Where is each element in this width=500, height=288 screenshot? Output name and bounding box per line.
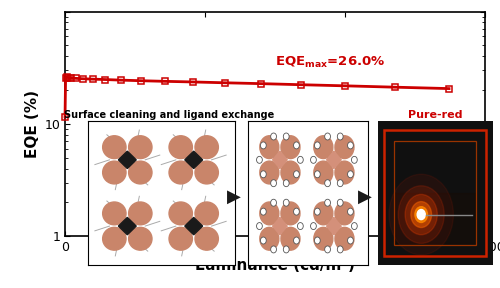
- Circle shape: [298, 156, 304, 163]
- Text: Surface cleaning and ligand exchange: Surface cleaning and ligand exchange: [64, 109, 274, 120]
- Text: ▶: ▶: [226, 188, 240, 206]
- Circle shape: [338, 133, 343, 140]
- Circle shape: [348, 171, 354, 178]
- Circle shape: [294, 208, 300, 215]
- Y-axis label: EQE (%): EQE (%): [25, 90, 40, 158]
- Circle shape: [102, 202, 126, 225]
- Circle shape: [260, 227, 279, 250]
- Circle shape: [314, 171, 320, 178]
- Circle shape: [281, 161, 300, 184]
- Text: ▶: ▶: [358, 188, 372, 206]
- Circle shape: [256, 223, 262, 230]
- Circle shape: [338, 246, 343, 253]
- Circle shape: [128, 202, 152, 225]
- Circle shape: [270, 133, 276, 140]
- Circle shape: [348, 208, 354, 215]
- Circle shape: [335, 161, 354, 184]
- Circle shape: [169, 227, 192, 250]
- Circle shape: [314, 237, 320, 244]
- Circle shape: [335, 202, 354, 225]
- Circle shape: [128, 161, 152, 184]
- Circle shape: [310, 223, 316, 230]
- Polygon shape: [326, 217, 341, 235]
- Circle shape: [195, 227, 218, 250]
- Circle shape: [260, 142, 266, 149]
- Circle shape: [270, 180, 276, 187]
- Circle shape: [415, 207, 428, 223]
- Circle shape: [389, 174, 454, 255]
- Circle shape: [338, 180, 343, 187]
- Circle shape: [281, 202, 300, 225]
- Circle shape: [284, 199, 289, 206]
- X-axis label: Luminance (cd/m²): Luminance (cd/m²): [195, 258, 355, 273]
- Circle shape: [128, 136, 152, 159]
- Circle shape: [314, 161, 333, 184]
- Circle shape: [102, 136, 126, 159]
- Circle shape: [195, 161, 218, 184]
- Circle shape: [314, 227, 333, 250]
- Circle shape: [314, 142, 320, 149]
- Circle shape: [102, 227, 126, 250]
- Circle shape: [294, 171, 300, 178]
- Circle shape: [324, 246, 330, 253]
- Circle shape: [260, 202, 279, 225]
- Circle shape: [281, 227, 300, 250]
- Polygon shape: [326, 151, 341, 168]
- Circle shape: [348, 237, 354, 244]
- Circle shape: [256, 156, 262, 163]
- Circle shape: [324, 180, 330, 187]
- Circle shape: [260, 171, 266, 178]
- Circle shape: [195, 202, 218, 225]
- Text: Pure-red: Pure-red: [408, 109, 462, 120]
- Circle shape: [260, 136, 279, 159]
- Circle shape: [314, 208, 320, 215]
- Circle shape: [260, 161, 279, 184]
- Circle shape: [298, 223, 304, 230]
- Circle shape: [405, 194, 438, 235]
- Text: EQE$_{\mathregular{max}}$=26.0%: EQE$_{\mathregular{max}}$=26.0%: [275, 55, 386, 70]
- Circle shape: [169, 161, 192, 184]
- Bar: [395, 193, 475, 243]
- Bar: [384, 130, 486, 256]
- Circle shape: [324, 133, 330, 140]
- Circle shape: [260, 237, 266, 244]
- Circle shape: [324, 199, 330, 206]
- Circle shape: [314, 202, 333, 225]
- Circle shape: [294, 237, 300, 244]
- Circle shape: [281, 136, 300, 159]
- Circle shape: [348, 142, 354, 149]
- Circle shape: [195, 136, 218, 159]
- Circle shape: [284, 246, 289, 253]
- Circle shape: [270, 199, 276, 206]
- Circle shape: [352, 223, 358, 230]
- Circle shape: [417, 210, 425, 220]
- Polygon shape: [185, 217, 202, 235]
- Circle shape: [102, 161, 126, 184]
- Circle shape: [335, 227, 354, 250]
- Circle shape: [310, 156, 316, 163]
- Circle shape: [260, 208, 266, 215]
- Circle shape: [314, 136, 333, 159]
- Polygon shape: [118, 151, 136, 168]
- Circle shape: [411, 202, 432, 228]
- Circle shape: [284, 133, 289, 140]
- Circle shape: [169, 136, 192, 159]
- Circle shape: [270, 246, 276, 253]
- Circle shape: [352, 156, 358, 163]
- Circle shape: [335, 136, 354, 159]
- Circle shape: [169, 202, 192, 225]
- Polygon shape: [118, 217, 136, 235]
- Polygon shape: [272, 217, 287, 235]
- Circle shape: [398, 186, 444, 243]
- Circle shape: [338, 199, 343, 206]
- Circle shape: [284, 180, 289, 187]
- Circle shape: [128, 227, 152, 250]
- Polygon shape: [272, 151, 287, 168]
- Bar: [394, 141, 476, 245]
- Circle shape: [294, 142, 300, 149]
- Polygon shape: [185, 151, 202, 168]
